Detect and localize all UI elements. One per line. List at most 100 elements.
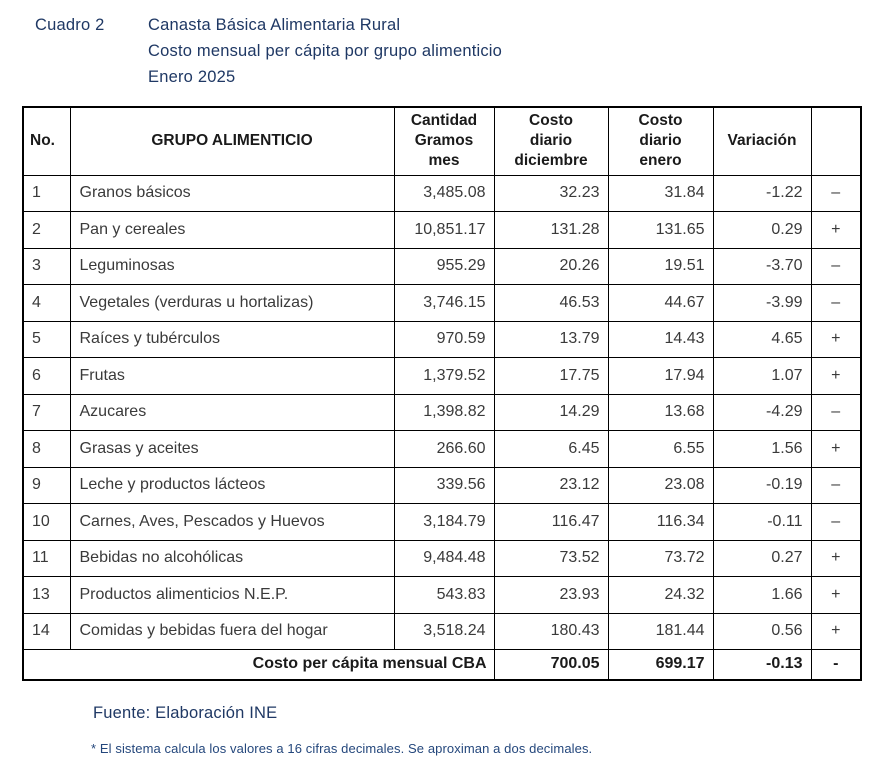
cost-december-cell: 20.26 (493, 247, 609, 285)
cost-january-cell: 14.43 (607, 320, 714, 358)
cost-december-cell: 17.75 (493, 357, 609, 395)
table-row: 2 Pan y cereales 10,851.17 131.28 131.65… (22, 211, 862, 249)
variation-sign-cell: + (810, 430, 862, 468)
title-line-2: Costo mensual per cápita por grupo alime… (148, 42, 503, 60)
group-name-cell: Comidas y bebidas fuera del hogar (69, 612, 395, 650)
cost-january-cell: 17.94 (607, 357, 714, 395)
cost-january-cell: 6.55 (607, 430, 714, 468)
cba-table: No. GRUPO ALIMENTICIO Cantidad Gramos me… (22, 106, 862, 681)
table-row: 9 Leche y productos lácteos 339.56 23.12… (22, 466, 862, 504)
title-block: Cuadro 2 Canasta Básica Alimentaria Rura… (35, 12, 873, 90)
cost-january-cell: 13.68 (607, 393, 714, 431)
table-title: Canasta Básica Alimentaria Rural Costo m… (148, 12, 502, 90)
variation-cell: 0.27 (712, 539, 812, 577)
row-number-cell: 3 (22, 247, 71, 285)
table-row: 7 Azucares 1,398.82 14.29 13.68 -4.29 – (22, 393, 862, 431)
cost-december-cell: 23.93 (493, 576, 609, 614)
variation-sign-cell: + (810, 357, 862, 395)
row-number-cell: 5 (22, 320, 71, 358)
table-row: 13 Productos alimenticios N.E.P. 543.83 … (22, 576, 862, 614)
group-name-cell: Grasas y aceites (69, 430, 395, 468)
table-row: 11 Bebidas no alcohólicas 9,484.48 73.52… (22, 539, 862, 577)
quantity-cell: 9,484.48 (393, 539, 495, 577)
variation-cell: 0.56 (712, 612, 812, 650)
total-cost-december: 700.05 (493, 649, 609, 680)
total-label: Costo per cápita mensual CBA (22, 649, 495, 680)
table-row: 6 Frutas 1,379.52 17.75 17.94 1.07 + (22, 357, 862, 395)
quantity-cell: 3,184.79 (393, 503, 495, 541)
row-number-cell: 10 (22, 503, 71, 541)
quantity-cell: 1,379.52 (393, 357, 495, 395)
row-number-cell: 8 (22, 430, 71, 468)
cost-january-cell: 31.84 (607, 174, 714, 212)
cost-january-cell: 23.08 (607, 466, 714, 504)
table-footer: Costo per cápita mensual CBA 700.05 699.… (22, 649, 862, 680)
row-number-cell: 9 (22, 466, 71, 504)
group-name-cell: Vegetales (verduras u hortalizas) (69, 284, 395, 322)
col-header-cantidad: Cantidad Gramos mes (393, 106, 495, 176)
variation-cell: -3.70 (712, 247, 812, 285)
quantity-cell: 3,485.08 (393, 174, 495, 212)
quantity-cell: 543.83 (393, 576, 495, 614)
row-number-cell: 11 (22, 539, 71, 577)
source-line: Fuente: Elaboración INE (93, 703, 278, 722)
quantity-cell: 955.29 (393, 247, 495, 285)
cost-january-cell: 131.65 (607, 211, 714, 249)
variation-cell: -4.29 (712, 393, 812, 431)
variation-cell: 1.07 (712, 357, 812, 395)
cost-december-cell: 32.23 (493, 174, 609, 212)
cost-january-cell: 19.51 (607, 247, 714, 285)
variation-cell: 1.66 (712, 576, 812, 614)
header-row: No. GRUPO ALIMENTICIO Cantidad Gramos me… (22, 106, 862, 176)
group-name-cell: Azucares (69, 393, 395, 431)
cost-january-cell: 116.34 (607, 503, 714, 541)
cost-december-cell: 23.12 (493, 466, 609, 504)
variation-sign-cell: – (810, 393, 862, 431)
total-row: Costo per cápita mensual CBA 700.05 699.… (22, 649, 862, 680)
variation-sign-cell: – (810, 284, 862, 322)
quantity-cell: 1,398.82 (393, 393, 495, 431)
variation-sign-cell: + (810, 211, 862, 249)
quantity-cell: 266.60 (393, 430, 495, 468)
total-cost-january: 699.17 (607, 649, 714, 680)
variation-sign-cell: – (810, 503, 862, 541)
quantity-cell: 3,746.15 (393, 284, 495, 322)
variation-cell: 1.56 (712, 430, 812, 468)
variation-sign-cell: – (810, 174, 862, 212)
variation-sign-cell: + (810, 539, 862, 577)
cost-december-cell: 116.47 (493, 503, 609, 541)
cost-december-cell: 13.79 (493, 320, 609, 358)
cost-december-cell: 73.52 (493, 539, 609, 577)
group-name-cell: Carnes, Aves, Pescados y Huevos (69, 503, 395, 541)
group-name-cell: Bebidas no alcohólicas (69, 539, 395, 577)
cost-december-cell: 131.28 (493, 211, 609, 249)
table-header: No. GRUPO ALIMENTICIO Cantidad Gramos me… (22, 106, 862, 176)
cost-december-cell: 180.43 (493, 612, 609, 650)
group-name-cell: Granos básicos (69, 174, 395, 212)
variation-cell: -3.99 (712, 284, 812, 322)
row-number-cell: 7 (22, 393, 71, 431)
col-header-no: No. (22, 106, 71, 176)
row-number-cell: 13 (22, 576, 71, 614)
group-name-cell: Leguminosas (69, 247, 395, 285)
variation-sign-cell: + (810, 612, 862, 650)
cost-january-cell: 181.44 (607, 612, 714, 650)
variation-cell: -0.19 (712, 466, 812, 504)
table-row: 1 Granos básicos 3,485.08 32.23 31.84 -1… (22, 174, 862, 212)
group-name-cell: Pan y cereales (69, 211, 395, 249)
variation-cell: -1.22 (712, 174, 812, 212)
cost-december-cell: 46.53 (493, 284, 609, 322)
total-sign: - (810, 649, 862, 680)
quantity-cell: 10,851.17 (393, 211, 495, 249)
footnote: * El sistema calcula los valores a 16 ci… (91, 740, 593, 756)
col-header-grupo: GRUPO ALIMENTICIO (69, 106, 395, 176)
cost-january-cell: 44.67 (607, 284, 714, 322)
title-line-1: Canasta Básica Alimentaria Rural (148, 16, 401, 34)
total-variation: -0.13 (712, 649, 812, 680)
title-line-3: Enero 2025 (148, 68, 236, 86)
cost-december-cell: 6.45 (493, 430, 609, 468)
col-header-sign (810, 106, 862, 176)
variation-cell: 4.65 (712, 320, 812, 358)
quantity-cell: 970.59 (393, 320, 495, 358)
row-number-cell: 1 (22, 174, 71, 212)
